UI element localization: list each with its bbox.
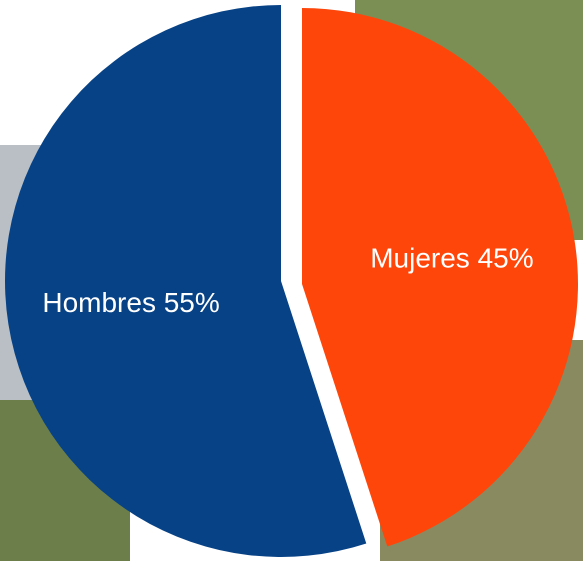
slice-label: Mujeres 45%	[370, 243, 533, 274]
chart: Mujeres 45% Hombres 55%	[0, 0, 583, 561]
slice-label: Hombres 55%	[42, 287, 219, 318]
page: Mujeres 45%Hombres 55% (() => { const da…	[0, 0, 583, 561]
